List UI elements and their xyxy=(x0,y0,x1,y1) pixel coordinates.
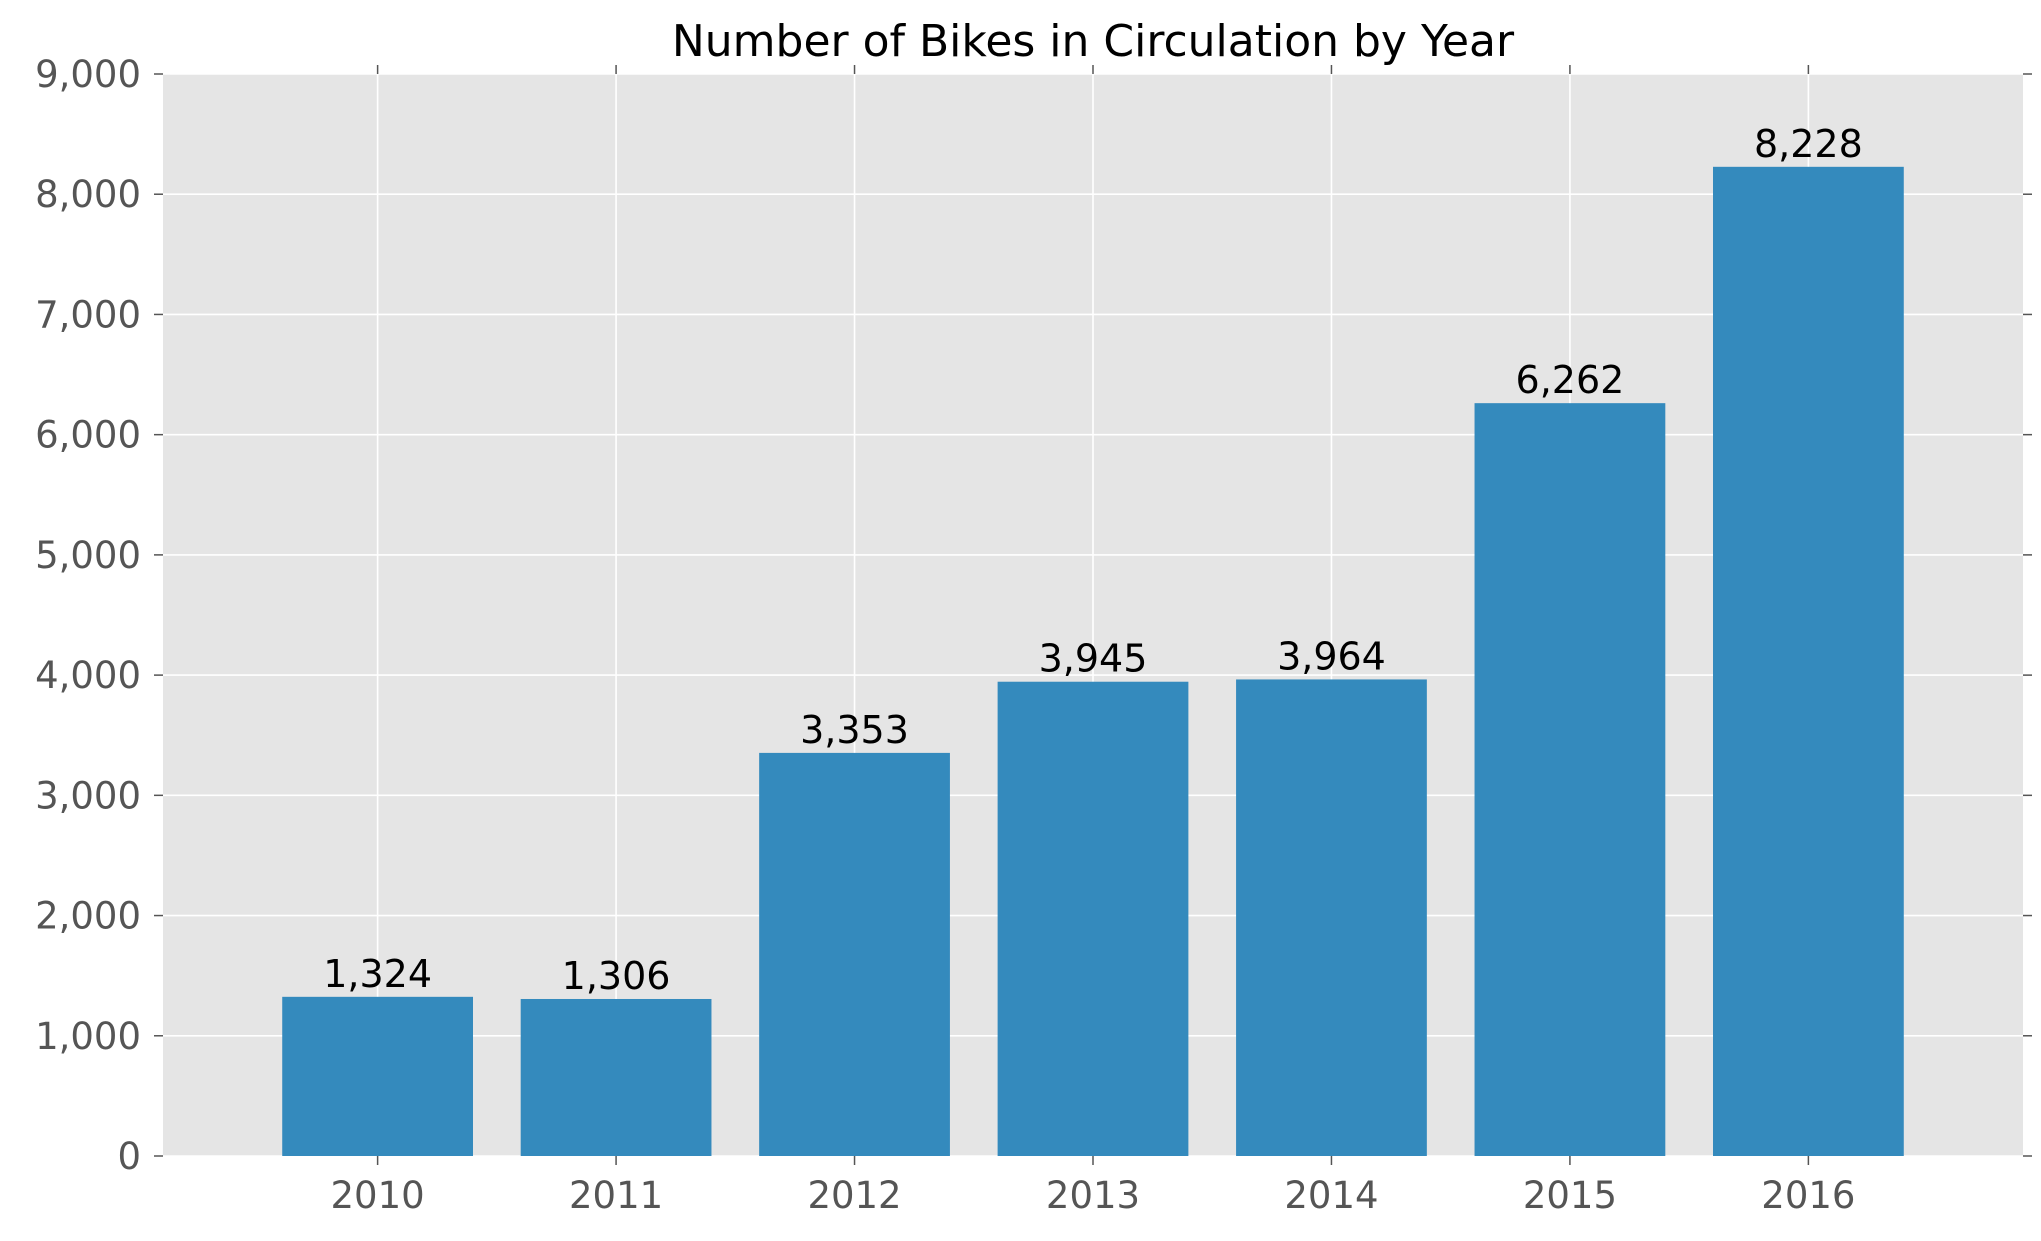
bar-2012 xyxy=(759,752,950,1156)
y-tick-label: 8,000 xyxy=(35,173,141,216)
bar-value-label-2016: 8,228 xyxy=(1754,122,1863,166)
x-tick-label-2010: 2010 xyxy=(331,1174,425,1217)
x-tick-label-2015: 2015 xyxy=(1523,1174,1617,1217)
bar-2010 xyxy=(282,996,473,1156)
bar-2016 xyxy=(1713,166,1904,1157)
y-tick-label: 1,000 xyxy=(35,1015,141,1058)
bar-value-labels: 1,324 1,306 3,353 3,945 3,964 6,262 8,228 xyxy=(323,122,1863,998)
x-tick-label-2011: 2011 xyxy=(569,1174,663,1217)
x-tick-label-2012: 2012 xyxy=(807,1174,901,1217)
bar-2015 xyxy=(1474,403,1666,1156)
bar-2014 xyxy=(1236,679,1427,1156)
bar-2011 xyxy=(520,998,712,1156)
bar-value-label-2015: 6,262 xyxy=(1516,358,1625,402)
y-tick-label: 4,000 xyxy=(35,654,141,697)
y-tick-label: 5,000 xyxy=(35,534,141,577)
y-tick-label: 3,000 xyxy=(35,774,141,817)
axis-ticks: 0 1,000 2,000 3,000 4,000 5,000 6,000 7,000 8,00… xyxy=(35,53,2032,1217)
x-tick-label-2014: 2014 xyxy=(1284,1174,1378,1217)
y-tick-label: 0 xyxy=(117,1135,141,1178)
bars xyxy=(282,166,1904,1157)
x-tick-label-2013: 2013 xyxy=(1046,1174,1140,1217)
bar-value-label-2010: 1,324 xyxy=(323,952,432,996)
y-tick-label: 7,000 xyxy=(35,293,141,336)
bar-value-label-2014: 3,964 xyxy=(1277,634,1386,678)
y-tick-label: 6,000 xyxy=(35,414,141,457)
y-tick-label: 2,000 xyxy=(35,895,141,938)
chart-title: Number of Bikes in Circulation by Year xyxy=(672,16,1515,67)
bar-value-label-2012: 3,353 xyxy=(800,708,909,752)
y-tick-label: 9,000 xyxy=(35,53,141,96)
x-tick-label-2016: 2016 xyxy=(1761,1174,1855,1217)
bar-value-label-2013: 3,945 xyxy=(1039,637,1148,681)
bar-value-label-2011: 1,306 xyxy=(562,954,671,998)
bar-2013 xyxy=(997,681,1189,1156)
